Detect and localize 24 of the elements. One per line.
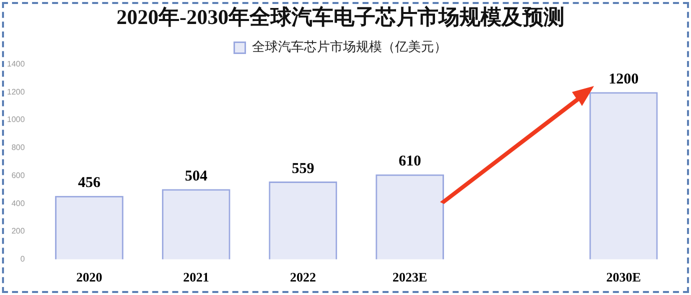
y-tick-label: 0 <box>20 254 26 264</box>
data-label: 456 <box>78 175 101 192</box>
y-tick-label: 200 <box>11 226 26 236</box>
bar <box>55 196 124 260</box>
x-tick-label: 2020 <box>76 270 102 285</box>
chart-title: 2020年-2030年全球汽车电子芯片市场规模及预测 <box>116 5 564 30</box>
bar <box>268 181 338 260</box>
y-tick-label: 1000 <box>7 115 26 124</box>
bar <box>376 174 444 260</box>
bar <box>162 189 230 260</box>
y-tick-label: 600 <box>11 170 26 180</box>
y-tick-label: 1400 <box>7 59 26 68</box>
legend-label: 全球汽车芯片市场规模（亿美元） <box>252 39 447 54</box>
y-tick-label: 1200 <box>7 87 26 96</box>
data-label: 504 <box>184 168 208 185</box>
y-tick-label: 400 <box>11 198 26 208</box>
x-tick-label: 2021 <box>183 270 210 285</box>
data-label: 559 <box>292 160 314 177</box>
y-tick-label: 800 <box>11 143 26 152</box>
x-tick-label: 2023E <box>392 270 428 285</box>
x-tick-label: 2022 <box>290 270 316 285</box>
data-label: 610 <box>398 154 422 170</box>
x-tick-label: 2030E <box>606 270 641 285</box>
data-label: 1200 <box>608 71 639 88</box>
